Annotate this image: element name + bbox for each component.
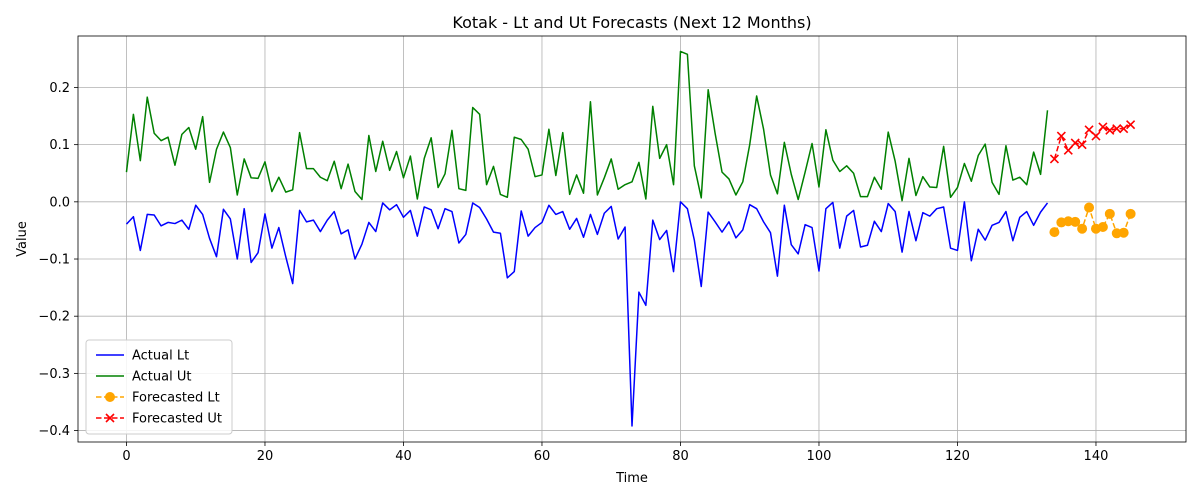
chart-title: Kotak - Lt and Ut Forecasts (Next 12 Mon… [452, 13, 811, 32]
forecasted-lt-point [1125, 208, 1136, 219]
actual-lt-line [125, 201, 1049, 427]
legend-box [85, 339, 233, 435]
x-tick-label: 60 [534, 449, 551, 464]
x-tick-label: 80 [672, 449, 689, 464]
forecasted-ut-point [1063, 145, 1073, 155]
legend-label: Forecasted Ut [132, 412, 222, 427]
y-tick-label: −0.3 [38, 367, 70, 382]
legend-item-forecasted-ut: Forecasted Ut [96, 412, 222, 427]
forecasted-lt-point [1084, 202, 1095, 213]
forecasted-ut-point [1112, 124, 1122, 134]
actual-ut-series [125, 50, 1049, 202]
x-tick-label: 120 [945, 449, 970, 464]
forecasted-lt-point [1049, 227, 1060, 238]
legend-item-actual-ut: Actual Ut [96, 370, 191, 385]
forecasted-ut-point [1126, 120, 1136, 130]
y-tick-label: 0.0 [49, 195, 70, 210]
forecasted-lt-point [1077, 223, 1088, 234]
forecasted-ut-line [1053, 123, 1131, 160]
forecasted-lt-point [1104, 208, 1115, 219]
forecasted-ut-point [1077, 140, 1087, 150]
legend: Actual Lt Actual Ut Forecasted Lt Forecaste… [85, 339, 233, 435]
forecasted-ut-point [1056, 131, 1066, 141]
forecasted-lt-series [1049, 202, 1136, 239]
x-tick-label: 20 [257, 449, 274, 464]
forecasted-ut-point [1070, 138, 1080, 148]
actual-lt-series [125, 201, 1049, 427]
legend-item-forecasted-lt: Forecasted Lt [96, 391, 220, 406]
y-tick-label: −0.2 [38, 310, 70, 325]
x-tick-label: 0 [122, 449, 130, 464]
x-tick-label: 140 [1084, 449, 1109, 464]
y-tick-label: −0.4 [38, 424, 70, 439]
legend-marker [105, 413, 115, 423]
legend-marker [105, 392, 115, 402]
x-axis-title: Time [615, 471, 648, 486]
axis-ticks: 0 20 40 60 80 100 120 140 −0.4 −0.3 −0.2 −0.1 0.0 0.1… [38, 81, 1108, 464]
forecasted-ut-point [1091, 131, 1101, 141]
forecasted-lt-point [1070, 216, 1081, 227]
legend-label: Actual Lt [132, 349, 189, 364]
actual-ut-line [125, 50, 1049, 202]
forecasted-lt-point [1097, 221, 1108, 232]
y-tick-label: −0.1 [38, 253, 70, 268]
y-axis-title: Value [15, 221, 30, 257]
x-tick-label: 100 [807, 449, 832, 464]
forecasted-ut-point [1105, 125, 1115, 135]
y-tick-label: 0.2 [49, 81, 70, 96]
forecasted-lt-point [1118, 227, 1129, 238]
plot-frame [77, 35, 1187, 443]
forecasted-ut-point [1119, 124, 1129, 134]
legend-item-actual-lt: Actual Lt [96, 349, 189, 364]
grid [78, 36, 1186, 442]
legend-label: Actual Ut [132, 370, 191, 385]
forecasted-ut-series [1049, 120, 1136, 164]
forecasted-ut-point [1098, 122, 1108, 132]
x-tick-label: 40 [395, 449, 412, 464]
y-tick-label: 0.1 [49, 138, 70, 153]
legend-label: Forecasted Lt [132, 391, 220, 406]
forecasted-ut-point [1049, 154, 1059, 164]
series-group [125, 50, 1136, 427]
